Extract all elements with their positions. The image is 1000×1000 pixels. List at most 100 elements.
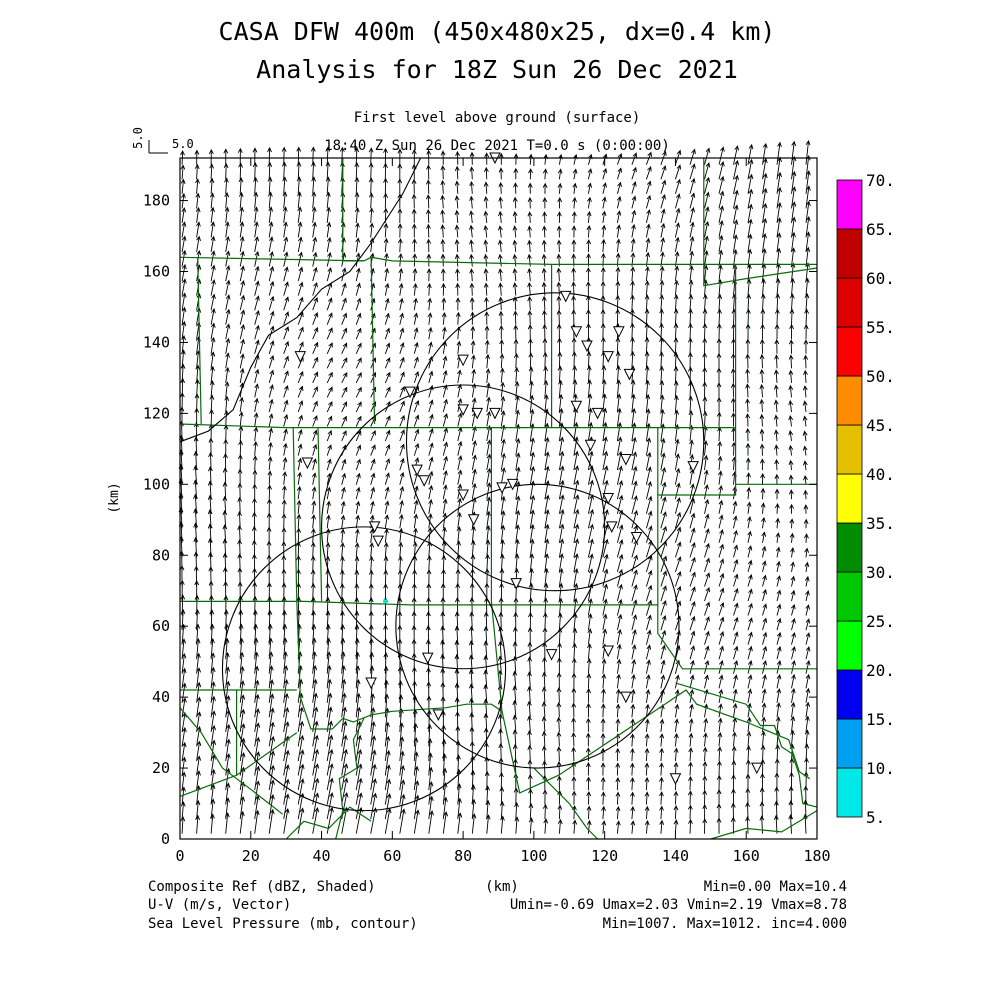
wind-vector: [427, 312, 433, 325]
colorbar-label: 60.: [866, 269, 895, 288]
wind-vector: [440, 165, 446, 180]
radar-site-marker: [457, 489, 469, 502]
wind-vector: [730, 397, 736, 413]
wind-vector: [688, 718, 694, 732]
wind-vector: [210, 264, 216, 282]
wind-vector: [644, 280, 650, 296]
wind-vector: [297, 720, 305, 747]
wind-vector: [383, 542, 389, 558]
wind-vector: [281, 568, 287, 587]
wind-vector: [513, 787, 519, 805]
wind-vector: [413, 414, 420, 427]
wind-vector: [776, 202, 782, 223]
wind-vector: [283, 692, 289, 718]
wind-vector: [630, 322, 635, 340]
wind-vector: [759, 443, 765, 456]
wind-vectors: [178, 139, 811, 834]
wind-vector: [326, 486, 332, 500]
wind-vector: [326, 748, 334, 776]
wind-vector: [745, 413, 751, 427]
stat-slp-minmax: Min=1007. Max=1012. inc=4.000: [603, 916, 847, 932]
wind-vector: [704, 586, 711, 602]
wind-vector: [282, 206, 288, 223]
wind-vector: [326, 297, 333, 311]
wind-vector: [383, 652, 389, 674]
wind-vector: [645, 481, 653, 500]
wind-vector: [790, 589, 796, 602]
wind-vector: [326, 678, 332, 703]
wind-vector: [486, 467, 492, 485]
wind-vector: [587, 628, 593, 645]
wind-vector: [411, 208, 417, 223]
wind-vector: [759, 815, 765, 834]
wind-vector: [268, 794, 275, 820]
wind-vector: [355, 514, 361, 529]
wind-vector: [572, 642, 577, 660]
wind-vector: [762, 202, 768, 223]
wind-vector: [688, 279, 694, 296]
wind-vector: [253, 426, 259, 442]
wind-vector: [688, 747, 694, 762]
radar-site-marker: [591, 407, 604, 420]
wind-vector: [225, 250, 231, 267]
wind-vector: [254, 310, 260, 325]
wind-vector: [222, 552, 228, 572]
wind-vector: [543, 597, 549, 616]
wind-vector: [282, 485, 287, 500]
wind-vector: [587, 643, 592, 660]
wind-vector: [571, 687, 577, 703]
wind-vector: [512, 282, 518, 296]
wind-vector: [773, 800, 779, 820]
wind-vector: [791, 660, 796, 674]
wind-vector: [355, 297, 362, 311]
wind-vector: [600, 294, 606, 311]
wind-vector: [399, 312, 405, 325]
wind-vector: [587, 538, 594, 558]
x-axis-label: (km): [485, 879, 519, 895]
wind-vector: [803, 354, 809, 369]
wind-vector: [689, 163, 696, 180]
wind-vector: [486, 439, 492, 456]
wind-vector: [498, 196, 504, 209]
wind-vector: [718, 205, 725, 223]
wind-vector: [223, 609, 229, 631]
wind-vector: [602, 436, 608, 456]
county-boundary-line: [179, 423, 736, 429]
wind-vector: [253, 206, 259, 223]
wind-vector: [384, 267, 390, 282]
wind-vector: [239, 265, 245, 282]
wind-vector: [762, 617, 768, 631]
wind-vector: [631, 495, 638, 514]
wind-vector: [602, 450, 609, 471]
wind-vector: [268, 280, 275, 296]
wind-vector: [759, 353, 765, 369]
wind-vector: [762, 157, 768, 180]
x-tick-label: 20: [242, 847, 260, 865]
y-tick-label: 160: [143, 263, 170, 281]
wind-vector: [615, 805, 621, 820]
wind-vector: [804, 757, 809, 776]
wind-vector: [791, 216, 797, 238]
wind-vector: [484, 296, 489, 311]
wind-vector: [789, 532, 795, 543]
wind-vector: [498, 310, 504, 325]
wind-vector: [527, 641, 533, 660]
wind-vector: [788, 415, 794, 427]
wind-vector: [571, 717, 576, 732]
wind-vector: [789, 293, 795, 311]
wind-vector: [483, 225, 489, 238]
wind-vector: [541, 715, 547, 732]
wind-vector: [616, 422, 623, 442]
wind-vector: [413, 527, 418, 543]
colorbar-label: 10.: [866, 759, 895, 778]
wind-vector: [704, 557, 711, 573]
wind-vector: [558, 508, 565, 529]
wind-vector: [399, 400, 405, 413]
wind-vector: [224, 191, 230, 209]
wind-vector: [325, 514, 331, 529]
wind-vector: [311, 514, 317, 529]
wind-vector: [645, 525, 653, 543]
wind-vector: [573, 508, 580, 529]
colorbar-label: 70.: [866, 171, 895, 190]
wind-vector: [398, 541, 404, 558]
